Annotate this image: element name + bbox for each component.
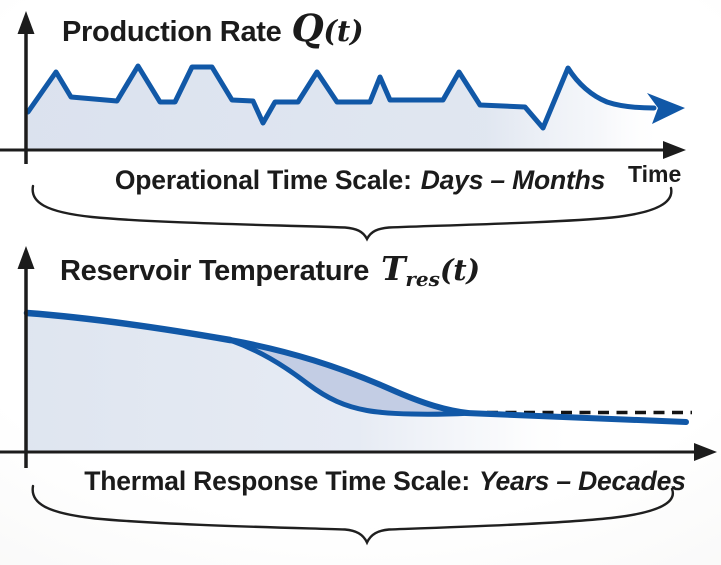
production-rate-curve (25, 63, 657, 131)
production-rate-title: Production Rate Q (t) (62, 6, 364, 50)
thermal-brace-icon (31, 484, 675, 546)
reservoir-temperature-title-text: Reservoir Temperature (60, 255, 370, 287)
operational-scale-text: Operational Time Scale: (114, 165, 412, 195)
temperature-lower-branch-curve (227, 337, 471, 417)
thermal-scale-range: Years – Decades (478, 466, 686, 496)
time-axis-label: Time (628, 161, 682, 187)
operational-brace-icon (31, 184, 673, 242)
production-rate-title-text: Production Rate (62, 16, 282, 48)
operational-scale-range: Days – Months (420, 165, 606, 195)
math-args-t-bottom: (t) (439, 253, 480, 287)
reservoir-temperature-chart (0, 246, 717, 546)
temperature-upper-branch-curve (227, 337, 471, 416)
temperature-lens-fill (230, 340, 468, 415)
thermal-scale-text: Thermal Response Time Scale: (84, 466, 470, 496)
temperature-main-curve (23, 309, 234, 344)
top-y-axis-arrowhead-icon (17, 11, 35, 34)
production-rate-chart (0, 11, 686, 242)
bottom-y-axis-arrowhead-icon (17, 246, 35, 269)
top-x-axis-arrowhead-icon (663, 141, 686, 159)
bottom-x-axis-arrowhead-icon (694, 443, 717, 461)
production-curve-arrowhead-icon (647, 93, 685, 124)
thermal-response-time-scale-label: Thermal Response Time Scale: Years – Dec… (60, 466, 710, 497)
temperature-tail-curve (463, 410, 689, 425)
math-symbol-Q: Q (291, 6, 324, 50)
math-subscript-res: res (405, 267, 440, 291)
math-args-t: (t) (323, 14, 364, 48)
math-symbol-T: T (381, 249, 406, 288)
operational-time-scale-label: Operational Time Scale: Days – Months (85, 165, 635, 196)
